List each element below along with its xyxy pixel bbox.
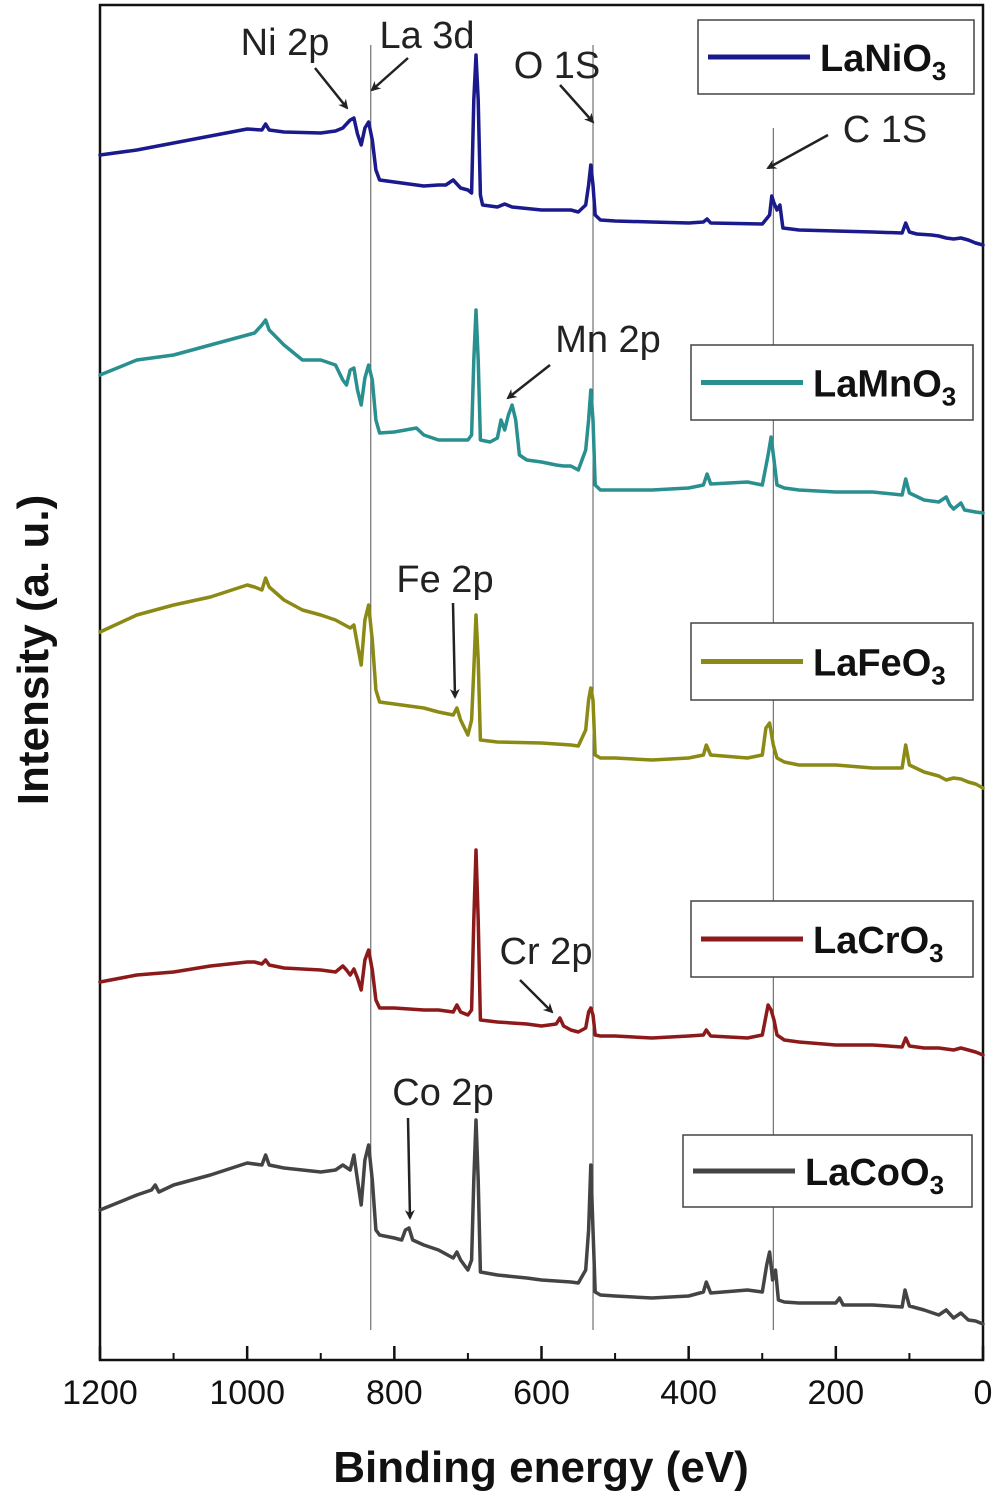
legend-label: LaMnO3	[813, 364, 956, 412]
peak-label: O 1S	[514, 45, 601, 87]
peak-label: Cr 2p	[500, 931, 593, 973]
peak-label: Mn 2p	[555, 319, 661, 361]
series-line-4	[98, 848, 985, 1057]
series-line-3	[98, 576, 985, 790]
y-axis-label: Intensity (a. u.)	[9, 495, 58, 805]
series-line-5	[98, 1118, 985, 1326]
peak-label: Fe 2p	[396, 559, 493, 601]
peak-arrow	[506, 364, 551, 400]
legend-box	[682, 1134, 973, 1208]
peak-arrow	[559, 84, 595, 124]
peak-label: Co 2p	[392, 1072, 493, 1114]
x-tick-label: 1200	[62, 1374, 138, 1412]
peak-annotations: Ni 2p La 3d O 1S C 1S Mn 2p Fe 2p Cr 2p Co 2p	[241, 15, 927, 1220]
legend-label: LaCoO3	[805, 1152, 944, 1200]
series-line-2	[98, 308, 985, 515]
legend-label: LaFeO3	[813, 643, 946, 691]
peak-arrow	[314, 67, 349, 110]
peak-label: La 3d	[379, 15, 474, 57]
peak-arrow	[449, 602, 460, 699]
series-layer	[98, 53, 985, 1326]
peak-arrow	[766, 133, 829, 170]
peak-label: Ni 2p	[241, 22, 330, 64]
peak-arrow	[519, 979, 554, 1014]
x-tick-label: 0	[974, 1374, 993, 1412]
x-tick-label: 400	[660, 1374, 717, 1412]
x-tick-label: 600	[513, 1374, 570, 1412]
peak-arrow	[404, 1117, 415, 1220]
x-axis-ticks: 1200 1000 800 600 400 200 0	[62, 1346, 992, 1412]
reference-lines	[370, 45, 774, 1330]
legend-label: LaNiO3	[820, 38, 946, 86]
x-tick-label: 1000	[209, 1374, 285, 1412]
x-axis-label: Binding energy (eV)	[333, 1443, 749, 1492]
x-tick-label: 800	[366, 1374, 423, 1412]
peak-label: C 1S	[843, 109, 927, 151]
peak-arrow	[370, 57, 409, 92]
legend-label: LaCrO3	[813, 920, 944, 968]
series-line-1	[98, 53, 985, 247]
x-tick-label: 200	[807, 1374, 864, 1412]
legend: LaNiO3 LaMnO3 LaFeO3 LaCrO3 LaCoO3	[682, 19, 975, 1208]
